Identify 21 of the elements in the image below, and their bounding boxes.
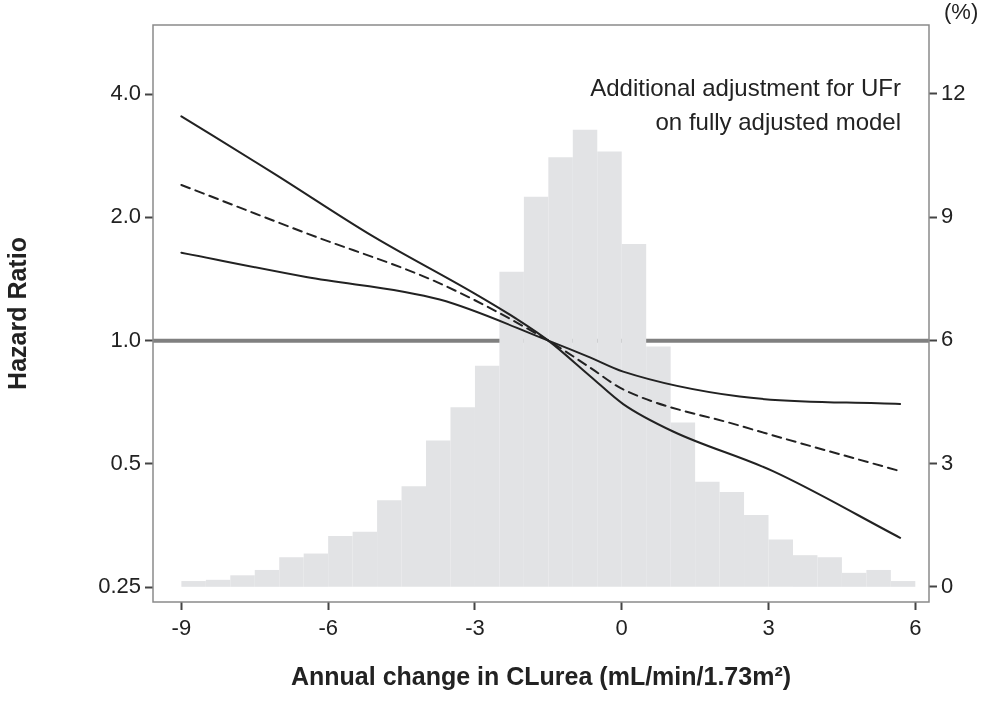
x-tick-label: 6 [909, 615, 922, 641]
y-tick-label: 1.0 [110, 326, 141, 352]
x-tick-label: -6 [318, 615, 338, 641]
x-tick-label: 3 [762, 615, 775, 641]
y-tick-label: 4.0 [110, 80, 141, 106]
y2-axis-title: (%) [944, 0, 979, 25]
y2-tick-label: 6 [941, 326, 954, 352]
x-axis-title: Annual change in CLurea (mL/min/1.73m²) [290, 661, 792, 690]
annotation: Additional adjustment for UFr on fully adjusted model [590, 73, 901, 135]
y-tick-label: 0.25 [98, 573, 141, 599]
y2-tick-label: 0 [941, 572, 954, 598]
x-tick-label: 0 [615, 615, 628, 641]
y-axis-title: Hazard Ratio [2, 237, 31, 390]
y-tick-label: 0.5 [110, 449, 141, 475]
line-series [180, 115, 902, 539]
x-tick-label: -3 [465, 615, 485, 641]
y-tick-label: 2.0 [110, 203, 141, 229]
x-tick-label: -9 [171, 615, 192, 641]
y2-tick-label: 9 [941, 203, 954, 229]
y2-tick-label: 12 [941, 80, 966, 106]
y2-tick-label: 3 [941, 449, 954, 475]
